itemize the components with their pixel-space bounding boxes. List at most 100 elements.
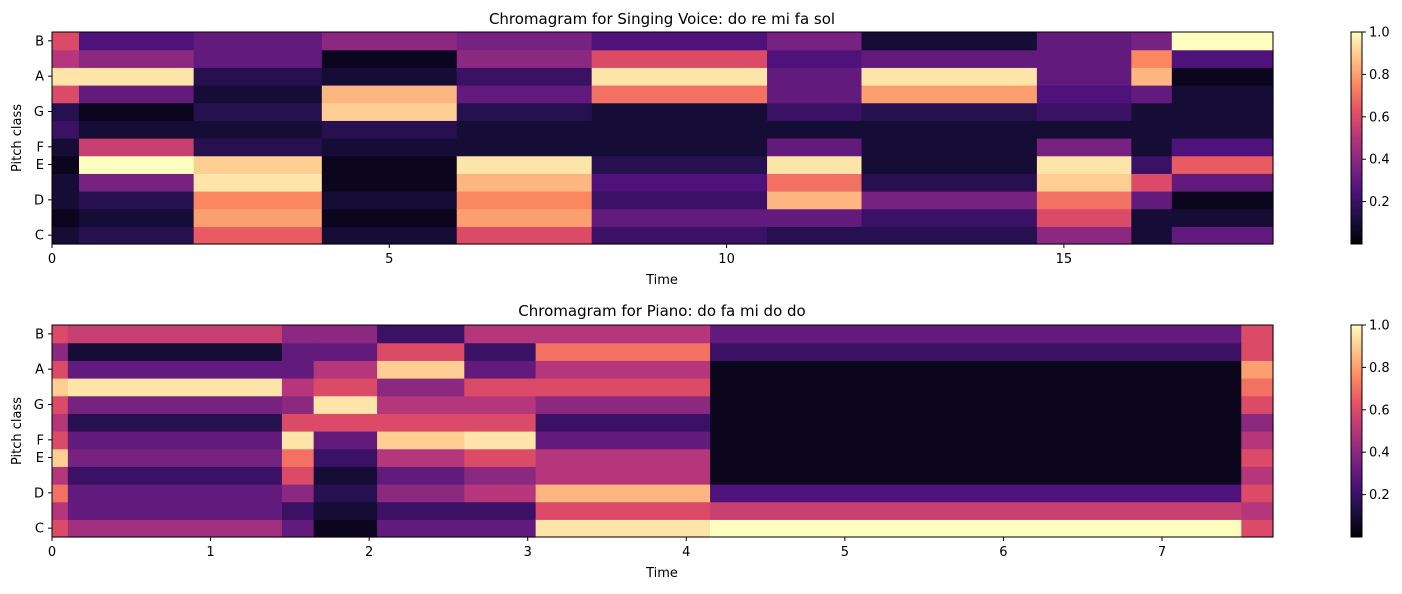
heatmap-cell-E-10 [1171,155,1274,174]
heatmap-cell-F-8 [1241,431,1274,450]
heatmap-cell-A-0 [52,67,80,86]
x-tick-label: 2 [365,545,373,560]
heatmap-cell-F#-6 [767,120,863,139]
y-axis-label: Pitch class [10,397,25,465]
heatmap-cell-G#-8 [1241,378,1274,397]
heatmap-cell-B-2 [281,325,315,344]
heatmap-cell-F-4 [377,431,465,450]
heatmap-cell-D#-6 [767,173,863,192]
heatmap-cell-D#-0 [52,173,80,192]
y-tick-label: A [35,70,44,85]
x-axis-label: Time [645,566,678,581]
y-axis-ticks: C D EF G A B [34,327,52,537]
y-tick-label: G [34,398,44,413]
heatmap-cell-A-4 [377,360,465,379]
heatmap-cell-D-4 [377,484,465,503]
heatmap-cell-F-4 [456,138,593,157]
heatmap-cell-C-4 [456,226,593,245]
x-tick-label: 7 [1158,545,1166,560]
heatmap-cell-A#-2 [193,49,323,68]
heatmap-cell-F-5 [591,138,768,157]
heatmap-cell-A#-3 [321,49,458,68]
heatmap-cell-C-0 [52,519,69,538]
x-tick-label: 0 [48,252,56,267]
heatmap-cell-F#-9 [1131,120,1173,139]
heatmap-cell-B-6 [535,325,711,344]
heatmap-cell-E-7 [710,448,1242,467]
heatmap-cell-F#-4 [377,413,465,432]
heatmap-cell-G-5 [591,102,768,121]
heatmap-cell-B-3 [313,325,378,344]
chart-piano: Chromagram for Piano: do fa mi do do Pit… [10,302,1390,581]
heatmap-cell-A-7 [710,360,1242,379]
heatmap-cell-A#-8 [1036,49,1132,68]
heatmap-cell-F-10 [1171,138,1274,157]
heatmap-cell-C#-10 [1171,208,1274,227]
heatmap-cell-D-7 [710,484,1242,503]
heatmap-cell-C-3 [313,519,378,538]
heatmap-cell-A#-4 [377,342,465,361]
heatmap-cell-G#-8 [1036,85,1132,104]
heatmap-cell-G#-3 [313,378,378,397]
heatmap-cell-A#-1 [78,49,195,68]
heatmap-cell-C#-7 [710,501,1242,520]
heatmap-cell-A#-6 [535,342,711,361]
heatmap-cell-A#-0 [52,49,80,68]
heatmap-cell-B-5 [464,325,537,344]
heatmap-cell-F-3 [321,138,458,157]
heatmap-cell-D#-3 [313,466,378,485]
heatmap-cell-D-3 [321,191,458,210]
heatmap-cell-C-8 [1241,519,1274,538]
heatmap-cell-F-3 [313,431,378,450]
chart-title: Chromagram for Singing Voice: do re mi f… [489,10,835,28]
heatmap-cell-C#-7 [861,208,1038,227]
heatmap-cell-G#-2 [281,378,315,397]
heatmap-cell-G#-7 [861,85,1038,104]
heatmap-cell-G-8 [1036,102,1132,121]
heatmap-cell-G#-6 [535,378,711,397]
y-tick-label: B [35,34,44,49]
heatmap-cell-G-7 [710,395,1242,414]
colorbar-gradient [1350,324,1363,538]
heatmap-cell-C#-2 [281,501,315,520]
heatmap-cell-B-6 [767,32,863,51]
heatmap-cell-D#-8 [1036,173,1132,192]
heatmap-cell-D#-7 [710,466,1242,485]
heatmap-cell-A-3 [321,67,458,86]
heatmap-cell-F#-0 [52,120,80,139]
heatmap-cell-D#-10 [1171,173,1274,192]
heatmap-cell-E-1 [78,155,195,174]
heatmap-cell-F-6 [535,431,711,450]
heatmap-cell-E-5 [464,448,537,467]
heatmap-cell-A#-7 [861,49,1038,68]
y-axis-label: Pitch class [10,104,25,172]
colorbar-tick-label: 0.2 [1369,195,1390,210]
heatmap-cell-A-7 [861,67,1038,86]
heatmap-cell-C-6 [535,519,711,538]
heatmap-cell-D-7 [861,191,1038,210]
heatmap-cell-E-1 [67,448,283,467]
heatmap-cell-A-4 [456,67,593,86]
heatmap-cell-D#-6 [535,466,711,485]
heatmap-cell-B-0 [52,325,69,344]
y-tick-label: F [37,140,44,155]
heatmap-cell-D-6 [767,191,863,210]
heatmap-cell-E-0 [52,448,69,467]
heatmap-cell-A-8 [1241,360,1274,379]
heatmap-cell-F-6 [767,138,863,157]
y-tick-label: F [37,433,44,448]
x-axis-ticks: 0 1 2 3 4 5 6 7 [48,537,1166,560]
heatmap-cell-D#-1 [67,466,283,485]
heatmap-cell-G-4 [456,102,593,121]
heatmap-cell-A#-7 [710,342,1242,361]
heatmap-cell-F-2 [193,138,323,157]
x-tick-label: 6 [999,545,1007,560]
heatmap-cell-C-7 [861,226,1038,245]
heatmap-cell-F-8 [1036,138,1132,157]
colorbar-tick-label: 0.4 [1369,446,1390,461]
heatmap-cell-C-4 [377,519,465,538]
heatmap-cell-B-4 [377,325,465,344]
heatmap-cells [52,32,1274,245]
heatmap-cell-G-2 [281,395,315,414]
heatmap-cell-A-5 [591,67,768,86]
